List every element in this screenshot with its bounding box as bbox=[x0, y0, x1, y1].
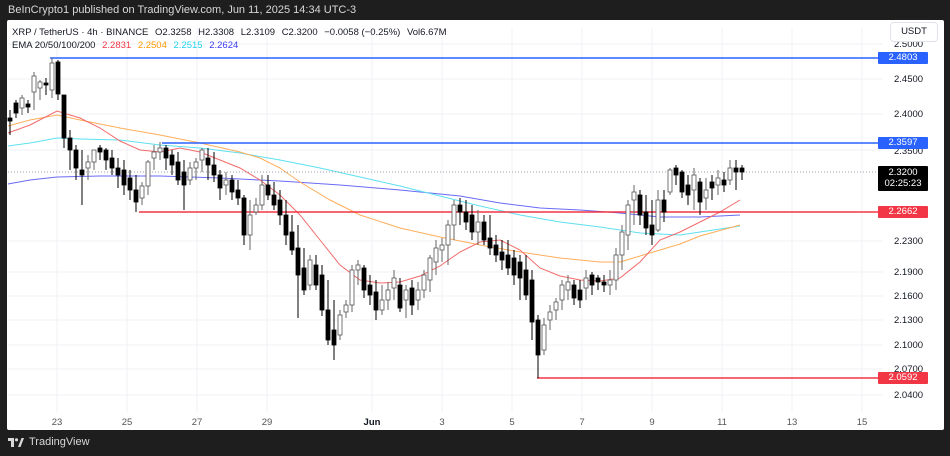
price-tick: 2.1000 bbox=[894, 340, 924, 351]
high-value: H2.3308 bbox=[198, 27, 235, 38]
price-tick: 2.2300 bbox=[894, 236, 924, 247]
low-value: L2.3109 bbox=[240, 27, 276, 38]
current-price-tag: 2.3200 02:25:23 bbox=[878, 166, 928, 191]
chart-frame[interactable]: XRP / TetherUS · 4h · BINANCE O2.3258 H2… bbox=[7, 20, 944, 430]
time-tick: 7 bbox=[579, 417, 585, 428]
open-value: O2.3258 bbox=[155, 27, 192, 38]
price-tick: 2.0700 bbox=[894, 364, 924, 375]
price-tick: 2.0400 bbox=[894, 390, 924, 401]
publisher-text: BeInCrypto1 published on TradingView.com… bbox=[8, 4, 357, 16]
time-tick: 5 bbox=[509, 417, 515, 428]
time-tick: 25 bbox=[121, 417, 133, 428]
tradingview-logo-icon bbox=[8, 437, 24, 447]
ema-row: EMA 20/50/100/200 2.2831 2.2504 2.2515 2… bbox=[12, 39, 451, 52]
ema200-line bbox=[7, 175, 741, 218]
ema100-value: 2.2515 bbox=[173, 40, 203, 51]
price-tick: 2.1600 bbox=[894, 291, 924, 302]
grid-lines bbox=[8, 28, 883, 412]
ema-label[interactable]: EMA 20/50/100/200 bbox=[12, 40, 96, 51]
tradingview-brand: TradingView bbox=[29, 436, 90, 448]
time-tick: 13 bbox=[786, 417, 798, 428]
time-tick: 9 bbox=[649, 417, 655, 428]
resistance-1-tag: 2.4803 bbox=[878, 52, 928, 64]
ema50-line bbox=[7, 114, 741, 263]
time-tick: 15 bbox=[856, 417, 868, 428]
resistance-2-tag: 2.3597 bbox=[878, 137, 928, 149]
ema50-value: 2.2504 bbox=[137, 40, 167, 51]
time-tick: 11 bbox=[717, 417, 727, 428]
price-tick: 2.3500 bbox=[894, 146, 924, 157]
support-2-tag: 2.0592 bbox=[878, 372, 928, 384]
chart-legend: XRP / TetherUS · 4h · BINANCE O2.3258 H2… bbox=[12, 26, 451, 52]
time-tick: 29 bbox=[261, 417, 273, 428]
candlesticks bbox=[7, 58, 745, 378]
bar-countdown: 02:25:23 bbox=[884, 178, 922, 189]
price-tick: 2.4500 bbox=[894, 74, 924, 85]
time-tick: 23 bbox=[51, 417, 63, 428]
currency-button[interactable]: USDT bbox=[890, 22, 938, 42]
time-tick-month: Jun bbox=[363, 417, 381, 428]
support-1-tag: 2.2662 bbox=[878, 206, 928, 218]
ema20-line bbox=[7, 110, 741, 284]
price-tick: 2.1300 bbox=[894, 315, 924, 326]
ema200-value: 2.2624 bbox=[209, 40, 239, 51]
time-tick: 27 bbox=[191, 417, 203, 428]
price-tick: 2.1900 bbox=[894, 267, 924, 278]
change-value: −0.0058 (−0.25%) bbox=[324, 27, 401, 38]
price-tick: 2.4000 bbox=[894, 109, 924, 120]
tradingview-branding[interactable]: TradingView bbox=[8, 436, 90, 448]
current-price-value: 2.3200 bbox=[888, 167, 918, 178]
time-tick: 3 bbox=[439, 417, 445, 428]
publisher-bar: BeInCrypto1 published on TradingView.com… bbox=[0, 0, 950, 20]
ohlc-row: XRP / TetherUS · 4h · BINANCE O2.3258 H2… bbox=[12, 26, 451, 39]
price-tick: 2.5000 bbox=[894, 39, 924, 50]
symbol-label[interactable]: XRP / TetherUS · 4h · BINANCE bbox=[12, 27, 149, 38]
volume-value: Vol6.67M bbox=[406, 27, 447, 38]
ema20-value: 2.2831 bbox=[102, 40, 132, 51]
close-value: C2.3200 bbox=[281, 27, 318, 38]
